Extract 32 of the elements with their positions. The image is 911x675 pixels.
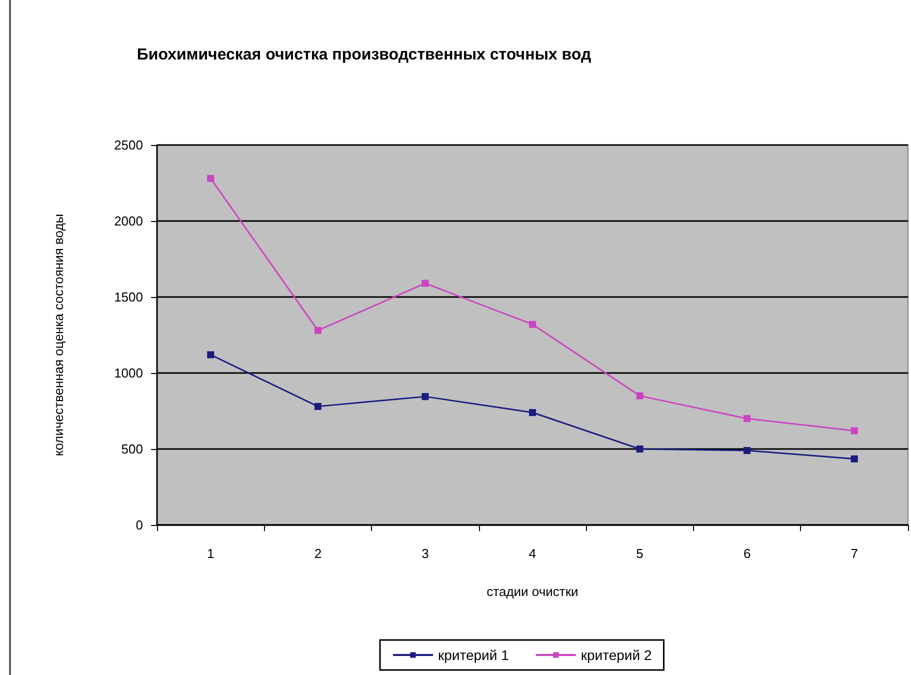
x-tick-label: 2: [314, 546, 322, 561]
point: [314, 402, 322, 410]
point: [636, 446, 644, 452]
x-axis-title: стадии очистки: [486, 584, 578, 599]
point: [636, 392, 644, 400]
point: [744, 415, 751, 422]
point: [850, 427, 858, 434]
y-axis-title: количественная оценка состояния воды: [51, 214, 66, 456]
x-tick-label: 4: [528, 546, 536, 561]
legend-label: критерий 2: [580, 647, 652, 663]
y-tick-label: 500: [121, 442, 143, 456]
point: [529, 409, 536, 416]
x-tick-label: 5: [636, 546, 644, 561]
x-tick-label: 3: [422, 546, 429, 561]
x-tick-label: 1: [207, 546, 214, 561]
point: [850, 455, 858, 462]
x-tick-label: 7: [850, 546, 858, 561]
y-tick-label: 2500: [114, 138, 143, 152]
point: [529, 320, 536, 328]
chart-title: Биохимическая очистка производственных сточных вод: [136, 46, 592, 64]
point: [207, 174, 214, 182]
point: [422, 280, 429, 287]
y-tick-label: 1500: [114, 290, 143, 304]
x-tick-label: 6: [743, 546, 751, 561]
y-tick-label: 0: [136, 518, 143, 532]
y-tick-label: 1000: [114, 366, 143, 380]
point: [207, 351, 214, 358]
point: [744, 447, 751, 454]
legend-label: критерий 1: [438, 647, 510, 663]
point: [422, 393, 429, 400]
point: [314, 326, 322, 334]
y-tick-label: 2000: [114, 214, 143, 228]
